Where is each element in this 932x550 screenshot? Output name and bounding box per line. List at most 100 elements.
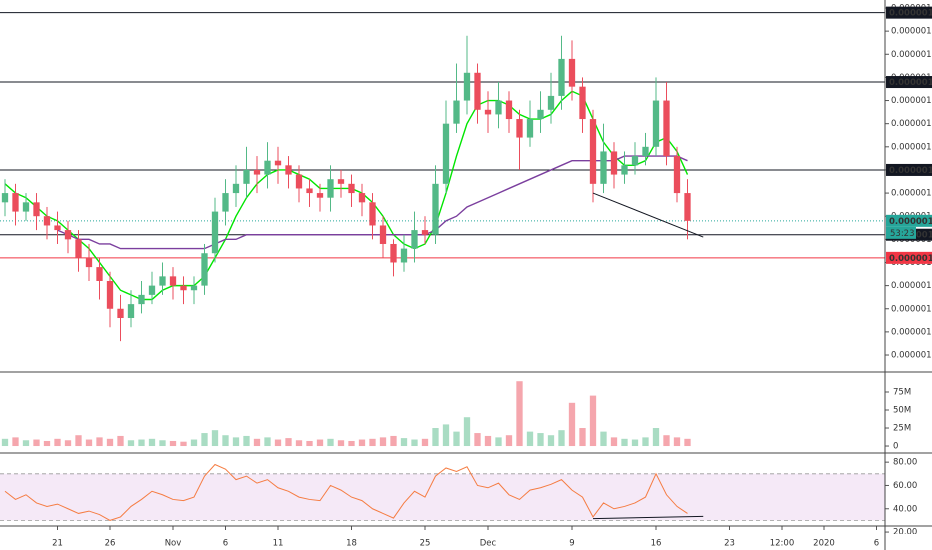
candle-body [526, 119, 534, 138]
volume-bar [12, 437, 19, 447]
trendline [592, 192, 704, 238]
candle-body [516, 119, 523, 138]
volume-bar [442, 424, 450, 447]
candle-body [54, 225, 61, 231]
y-tick-label: 0.00000125 [891, 304, 932, 314]
candle-body [684, 193, 691, 221]
current-price-box [886, 214, 932, 227]
candle-body [33, 202, 40, 217]
x-tick-label: 9 [569, 539, 574, 549]
volume-bar [327, 438, 334, 447]
y-tick-label: 0.00000170 [891, 96, 932, 106]
volume-bar [22, 440, 30, 447]
candle-body [390, 243, 397, 263]
candle-body [673, 156, 681, 194]
candle-body [64, 230, 72, 240]
candle-body [369, 202, 376, 226]
rsi-axis: 20.00 40.00 60.00 80.00 [885, 458, 917, 534]
volume-bar [379, 437, 387, 447]
volume-bar [85, 439, 93, 447]
volume-bar [526, 431, 534, 447]
candle-body [337, 179, 345, 184]
volume-bar [673, 437, 681, 447]
volume-bar [138, 439, 145, 447]
volume-bar [180, 441, 187, 447]
volume-bar [453, 431, 460, 447]
x-tick-label: 2020 [813, 539, 835, 549]
volume-bar [621, 438, 628, 447]
y-tick-label: 50M [893, 406, 911, 416]
candle-body [358, 193, 366, 203]
y-tick-label: 0.00000130 [891, 281, 932, 291]
volume-bar [232, 437, 240, 447]
candle-body [274, 160, 282, 166]
volume-bar [306, 440, 313, 447]
rsi-trendline [592, 515, 704, 520]
volume-bar [663, 435, 670, 447]
candle-body [12, 193, 19, 212]
volume-bar [148, 438, 156, 447]
candle-body [22, 202, 30, 212]
candle-body [652, 100, 660, 147]
moving-average [4, 90, 689, 301]
candle-body [201, 253, 208, 286]
current-price-label: 0.00000144 [889, 217, 932, 227]
level-box [886, 251, 932, 264]
volume-bar [190, 439, 198, 447]
candle-body [222, 193, 229, 212]
volume-bar [484, 435, 492, 447]
volume-bar [610, 437, 618, 447]
candle-body [589, 119, 597, 184]
volume-bar [652, 428, 660, 447]
level-label: 0.00000174 [889, 78, 932, 88]
candle-body [243, 169, 250, 184]
candle-body [43, 216, 51, 226]
candle-body [663, 100, 670, 157]
price-pane [0, 12, 885, 342]
x-tick-label: 6 [223, 539, 228, 549]
volume-bar [400, 438, 408, 447]
y-tick-label: 60.00 [893, 481, 917, 491]
candle-body [442, 123, 450, 184]
candle-body [474, 72, 481, 110]
volume-bar [463, 417, 471, 447]
y-tick-label: 0.00000180 [891, 50, 932, 60]
candle-body [411, 230, 418, 249]
candle-body [117, 308, 124, 319]
volume-bar [316, 439, 324, 447]
candle-body [579, 86, 586, 120]
volume-bar [211, 430, 219, 447]
x-tick-label: Nov [165, 539, 182, 549]
y-tick-label: 80.00 [893, 458, 917, 468]
volume-bar [75, 435, 82, 447]
candle-body [285, 165, 292, 175]
volume-bar [96, 437, 103, 447]
candle-body [495, 100, 502, 115]
candle-body [190, 285, 198, 291]
volume-bar [64, 440, 72, 447]
volume-bar [495, 437, 502, 447]
level-label: 0.00000155 [889, 166, 932, 176]
y-tick-label: 0.00000185 [891, 27, 932, 37]
y-tick-label: 0.00000160 [891, 142, 932, 152]
volume-bar [337, 440, 345, 447]
x-tick-label: 18 [346, 539, 357, 549]
volume-bar [589, 395, 597, 447]
y-tick-label: 0.00000115 [891, 351, 932, 361]
y-tick-label: 0 [893, 442, 898, 452]
rsi-line [4, 463, 688, 521]
candle-body [306, 188, 313, 194]
x-tick-label: 16 [651, 539, 662, 549]
volume-bar [201, 433, 208, 447]
volume-bar [579, 428, 586, 447]
volume-bar [264, 437, 271, 447]
candle-body [547, 95, 555, 110]
level-box [886, 6, 932, 19]
volume-bar [54, 438, 61, 447]
candle-body [432, 183, 439, 235]
candle-body [295, 174, 303, 189]
candle-body [484, 109, 492, 115]
x-tick-label: 12:00 [770, 539, 795, 549]
volume-bar [358, 439, 366, 447]
volume-bar [117, 435, 124, 447]
